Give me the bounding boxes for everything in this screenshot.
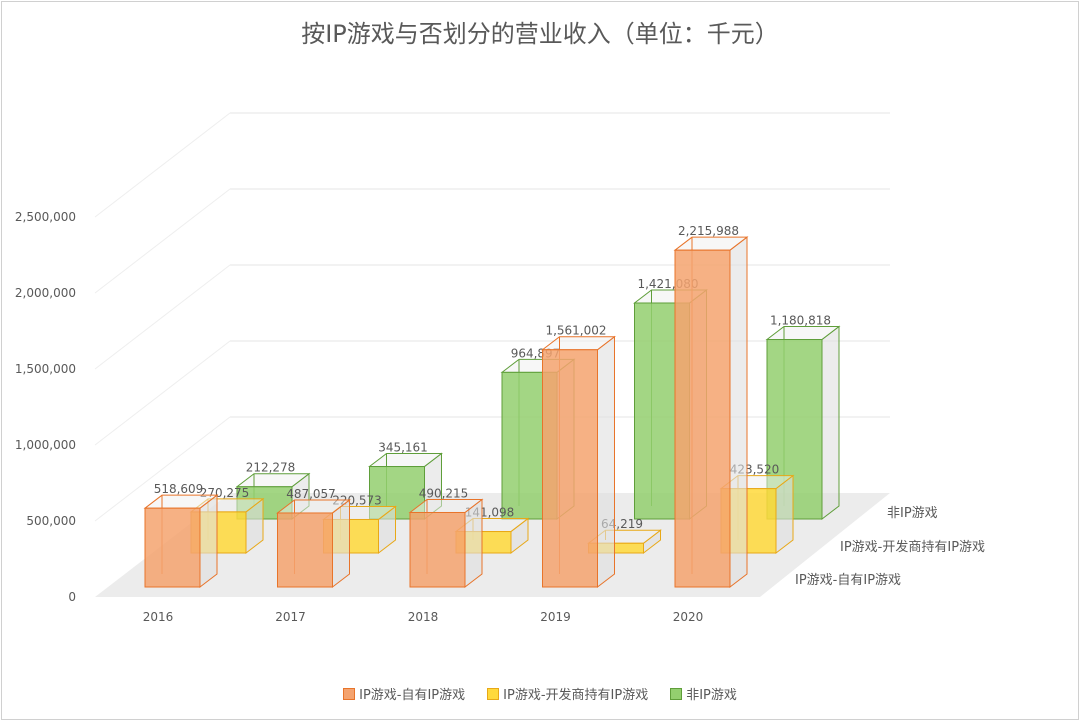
bar-0-4: 2,215,988 xyxy=(673,224,749,589)
bar-side xyxy=(597,335,615,589)
y-tick-label: 2,500,000 xyxy=(15,210,76,224)
gridline-side xyxy=(94,112,231,218)
legend-item: IP游戏-自有IP游戏 xyxy=(343,684,465,703)
gridline-side xyxy=(94,264,231,370)
gridline-side xyxy=(94,340,231,446)
legend: IP游戏-自有IP游戏 IP游戏-开发商持有IP游戏 非IP游戏 xyxy=(0,684,1080,703)
legend-swatch xyxy=(487,687,500,700)
bar-side xyxy=(199,494,218,589)
legend-label: 非IP游戏 xyxy=(686,688,737,703)
row-label: IP游戏-开发商持有IP游戏 xyxy=(840,539,985,555)
data-label: 345,161 xyxy=(378,441,428,455)
data-label: 1,561,002 xyxy=(545,324,606,338)
bar-front xyxy=(542,349,598,588)
bar-side xyxy=(332,498,350,589)
x-tick-label: 2020 xyxy=(673,610,704,624)
bar-side xyxy=(464,498,483,589)
legend-label: IP游戏-开发商持有IP游戏 xyxy=(503,688,649,703)
bar-0-0: 518,609 xyxy=(143,482,219,589)
data-label: 1,180,818 xyxy=(770,314,831,328)
legend-label: IP游戏-自有IP游戏 xyxy=(359,688,466,703)
x-tick-label: 2016 xyxy=(143,610,174,624)
gridline-side xyxy=(94,188,231,294)
data-label: 518,609 xyxy=(154,482,204,496)
bar-front xyxy=(144,507,201,588)
legend-swatch xyxy=(343,687,356,700)
x-tick-label: 2017 xyxy=(275,610,306,624)
x-tick-label: 2019 xyxy=(540,610,571,624)
bar-0-1: 487,057 xyxy=(276,487,351,589)
legend-item: IP游戏-开发商持有IP游戏 xyxy=(487,684,648,703)
row-label: IP游戏-自有IP游戏 xyxy=(795,573,901,588)
data-label: 2,215,988 xyxy=(678,224,739,238)
y-tick-label: 1,500,000 xyxy=(15,362,76,376)
bar-0-2: 490,215 xyxy=(408,486,484,589)
y-tick-label: 0 xyxy=(68,590,76,604)
bar-front xyxy=(277,512,333,588)
data-label: 487,057 xyxy=(286,487,336,501)
bar-side xyxy=(821,325,840,521)
chart-title: 按IP游戏与否划分的营业收入（单位：千元） xyxy=(301,20,779,48)
bar-0-3: 1,561,002 xyxy=(541,324,616,589)
legend-swatch xyxy=(670,687,683,700)
y-tick-label: 2,000,000 xyxy=(15,286,76,300)
y-tick-label: 500,000 xyxy=(26,514,76,528)
gridline-side xyxy=(94,416,231,522)
legend-item: 非IP游戏 xyxy=(670,684,737,703)
x-tick-label: 2018 xyxy=(408,610,439,624)
bar-front xyxy=(674,249,731,588)
data-label: 212,278 xyxy=(246,461,296,475)
row-label: 非IP游戏 xyxy=(887,506,938,521)
bar-front xyxy=(409,511,466,588)
data-label: 490,215 xyxy=(419,486,469,500)
y-tick-label: 1,000,000 xyxy=(15,438,76,452)
bar-side xyxy=(729,236,748,589)
